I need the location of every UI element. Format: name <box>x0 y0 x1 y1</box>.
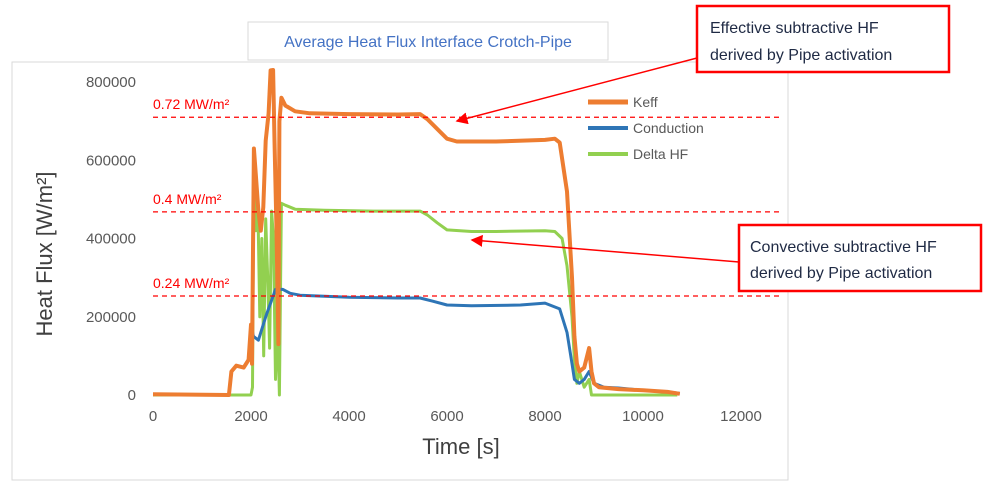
x-tick-label: 4000 <box>332 408 365 425</box>
legend: Keff Conduction Delta HF <box>588 94 704 162</box>
y-tick-label: 800000 <box>86 74 136 91</box>
chart-title-box <box>247 21 609 61</box>
reference-line-label: 0.4 MW/m² <box>153 191 222 207</box>
callout-2-arrow <box>470 234 740 263</box>
x-tick-label: 12000 <box>720 408 762 425</box>
callout-effective-box <box>695 4 951 74</box>
legend-label: Keff <box>633 94 658 110</box>
x-tick-label: 8000 <box>528 408 561 425</box>
y-tick-labels: 0 200000 400000 600000 800000 <box>86 74 136 404</box>
legend-label: Conduction <box>633 120 704 136</box>
x-axis-title: Time [s] <box>422 434 499 459</box>
y-tick-label: 400000 <box>86 231 136 248</box>
x-tick-label: 0 <box>149 408 157 425</box>
series-line-keff <box>152 68 681 397</box>
y-tick-label: 200000 <box>86 309 136 326</box>
series-layer <box>152 68 681 397</box>
y-axis-title: Heat Flux [W/m²] <box>32 171 57 336</box>
x-tick-label: 10000 <box>622 408 664 425</box>
reference-line-label: 0.24 MW/m² <box>153 275 230 291</box>
reference-line-label: 0.72 MW/m² <box>153 96 230 112</box>
callout-convective-line-1: Convective subtractive HF <box>750 239 937 256</box>
y-tick-label: 600000 <box>86 152 136 169</box>
callout-convective-line-2: derived by Pipe activation <box>750 265 932 282</box>
x-tick-label: 6000 <box>430 408 463 425</box>
callout-1-arrow <box>455 57 698 125</box>
legend-label: Delta HF <box>633 146 688 162</box>
x-tick-label: 2000 <box>234 408 267 425</box>
x-tick-labels: 0 2000 4000 6000 8000 10000 12000 <box>149 408 762 425</box>
callout-convective-box <box>737 223 983 293</box>
callout-effective-line-2: derived by Pipe activation <box>710 47 892 64</box>
callout-effective-line-1: Effective subtractive HF <box>710 20 879 37</box>
series-line-delta-hf <box>153 158 678 397</box>
y-tick-label: 0 <box>128 387 136 404</box>
chart-title: Average Heat Flux Interface Crotch-Pipe <box>284 34 572 51</box>
reference-lines: 0.72 MW/m² 0.4 MW/m² 0.24 MW/m² <box>153 96 783 297</box>
